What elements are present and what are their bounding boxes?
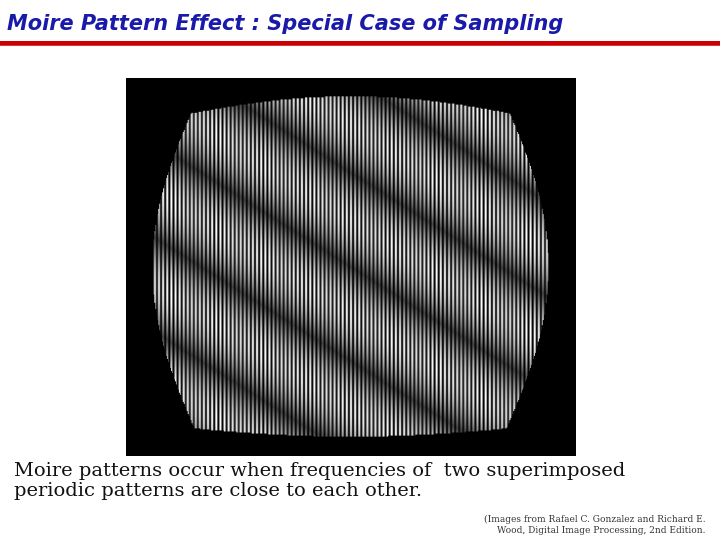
Text: (Images from Rafael C. Gonzalez and Richard E.
Wood, Digital Image Processing, 2: (Images from Rafael C. Gonzalez and Rich…: [484, 515, 706, 535]
Text: Moire patterns occur when frequencies of  two superimposed
periodic patterns are: Moire patterns occur when frequencies of…: [14, 462, 626, 501]
Text: Moire Pattern Effect : Special Case of Sampling: Moire Pattern Effect : Special Case of S…: [7, 14, 564, 33]
